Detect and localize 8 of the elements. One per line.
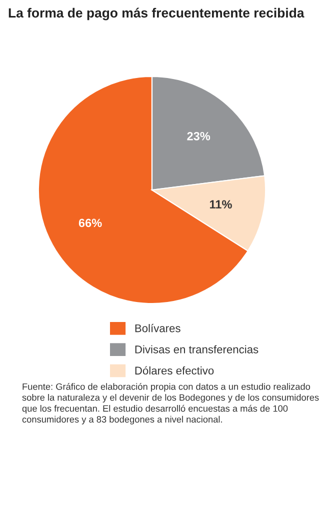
chart-title: La forma de pago más frecuentemente recibida	[8, 8, 304, 20]
data-label: 11%	[210, 200, 232, 209]
legend-label: Dólares efectivo	[135, 366, 214, 375]
legend-label: Bolívares	[135, 324, 180, 332]
data-label: 23%	[187, 132, 210, 140]
legend-label: Divisas en transferencias	[135, 345, 258, 354]
data-label: 66%	[78, 218, 102, 228]
source-note: Fuente: Gráfico de elaboración propia con datos a un estudio realizado sobre la naturaleza y el devenir de los Bodegones y de los consumidores que los frecuentan. El estudio desarrolló encuestas a más de 100 consumidores y a 83 bodegones a nivel nacional.	[22, 383, 319, 424]
